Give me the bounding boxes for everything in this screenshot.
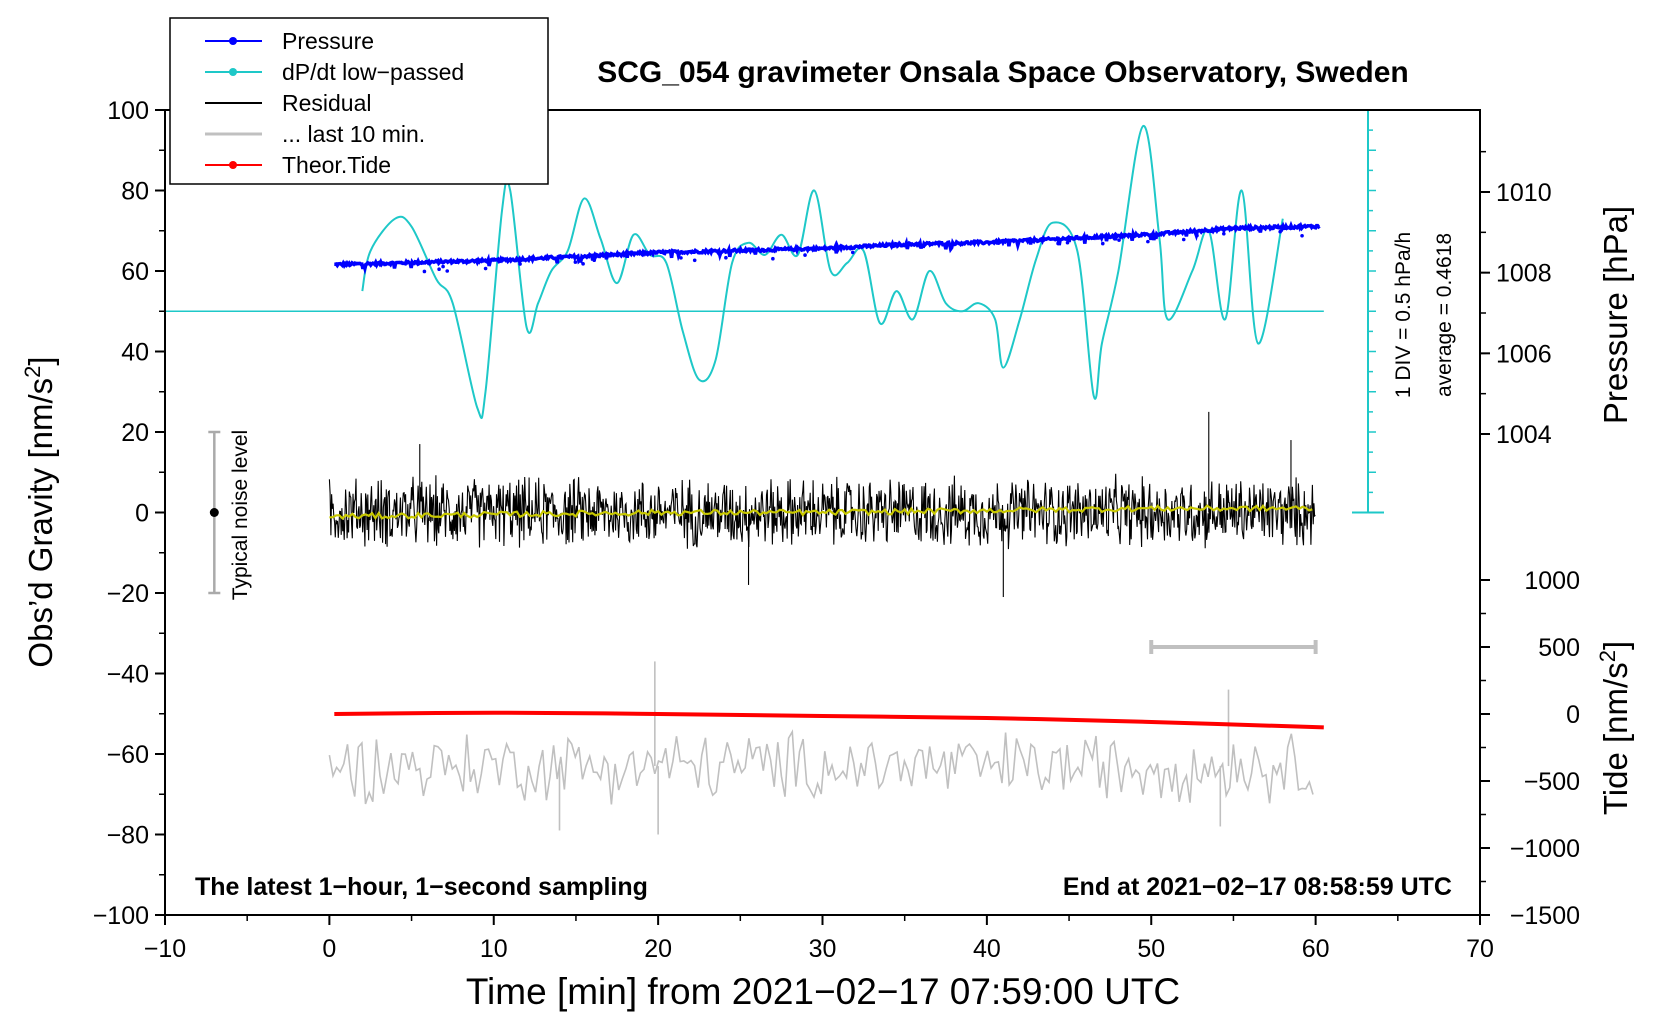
div-scale-label: 1 DIV = 0.5 hPa/h bbox=[1392, 232, 1415, 398]
legend-marker-1 bbox=[229, 68, 237, 76]
pressure-point bbox=[803, 253, 807, 257]
y-tick-label-7: −40 bbox=[107, 661, 149, 689]
y-tick-label-2: 60 bbox=[121, 258, 149, 286]
y-axis-left-label: Obs’d Gravity [nm/s2] bbox=[20, 356, 59, 667]
noise-center-dot bbox=[209, 508, 219, 517]
x-tick-label-7: 60 bbox=[1302, 935, 1330, 963]
y-axis-left-label-main: Obs’d Gravity [nm/s bbox=[22, 378, 59, 668]
pressure-point bbox=[1065, 240, 1070, 245]
tide-tick-label-3: −500 bbox=[1524, 768, 1580, 796]
annotation-end-time: End at 2021−02−17 08:58:59 UTC bbox=[1063, 873, 1452, 901]
legend-marker-0 bbox=[229, 37, 237, 45]
y-axis-tide-label-sup: 2 bbox=[1595, 650, 1620, 662]
pressure-point bbox=[1222, 231, 1226, 236]
pressure-point bbox=[850, 250, 855, 255]
tide-tick-label-0: 1000 bbox=[1524, 567, 1580, 595]
pressure-point bbox=[422, 269, 427, 274]
pressure-point bbox=[437, 267, 441, 272]
x-tick-label-0: −10 bbox=[144, 935, 186, 963]
x-tick-label-6: 50 bbox=[1137, 935, 1165, 963]
pressure-tick-label-1: 1008 bbox=[1496, 260, 1552, 288]
series-pressure bbox=[334, 220, 1321, 275]
x-axis-label: Time [min] from 2021−02−17 07:59:00 UTC bbox=[466, 971, 1180, 1012]
x-tick-label-5: 40 bbox=[973, 935, 1001, 963]
pressure-point bbox=[679, 256, 683, 260]
pressure-point bbox=[1195, 233, 1199, 238]
pressure-point bbox=[1117, 238, 1121, 242]
legend: Pressure dP/dt low−passed Residual ... last… bbox=[169, 17, 549, 185]
tide-tick-label-5: −1500 bbox=[1510, 902, 1580, 930]
pressure-point bbox=[724, 255, 728, 260]
pressure-point bbox=[692, 258, 697, 263]
pressure-point bbox=[445, 269, 450, 273]
y-tick-label-5: 0 bbox=[135, 500, 149, 528]
tide-tick-label-2: 0 bbox=[1566, 701, 1580, 729]
chart-title: SCG_054 gravimeter Onsala Space Observat… bbox=[597, 56, 1409, 89]
y-axis-tide: 1000 500 0 −500 −1000 −1500 bbox=[1480, 567, 1580, 930]
pressure-point bbox=[581, 262, 585, 266]
pressure-point bbox=[518, 262, 522, 266]
pressure-point bbox=[1056, 241, 1060, 246]
pressure-tick-label-3: 1004 bbox=[1496, 421, 1552, 449]
y-axis-tide-label-end: ] bbox=[1597, 641, 1634, 650]
annotation-latest-hour: The latest 1−hour, 1−second sampling bbox=[195, 873, 648, 901]
series-residual-smoothed bbox=[329, 504, 1313, 520]
y-axis-tide-label-main: Tide [nm/s bbox=[1597, 662, 1634, 815]
x-tick-label-8: 70 bbox=[1466, 935, 1494, 963]
y-axis-tide-label: Tide [nm/s2] bbox=[1595, 641, 1634, 815]
tide-tick-label-1: 500 bbox=[1538, 634, 1580, 662]
y-axis-left-label-sup: 2 bbox=[20, 366, 45, 378]
legend-box bbox=[169, 17, 549, 185]
legend-label-3: ... last 10 min. bbox=[282, 121, 425, 147]
legend-marker-4 bbox=[229, 161, 237, 169]
pressure-point bbox=[1278, 229, 1282, 234]
y-axis-pressure-label: Pressure [hPa] bbox=[1597, 206, 1634, 424]
pressure-tick-label-0: 1010 bbox=[1496, 179, 1552, 207]
y-tick-label-3: 40 bbox=[121, 339, 149, 367]
legend-label-2: Residual bbox=[282, 90, 372, 116]
noise-level-label: Typical noise level bbox=[229, 430, 252, 600]
pressure-point bbox=[592, 258, 597, 263]
pressure-point bbox=[441, 264, 445, 269]
pressure-tick-label-2: 1006 bbox=[1496, 340, 1552, 368]
pressure-point bbox=[1100, 241, 1105, 246]
average-label: average = 0.4618 bbox=[1433, 233, 1456, 397]
y-tick-label-0: 100 bbox=[107, 97, 149, 125]
plot-area bbox=[165, 109, 1384, 835]
pressure-point bbox=[1300, 233, 1304, 238]
y-tick-label-10: −100 bbox=[93, 902, 149, 930]
legend-label-0: Pressure bbox=[282, 28, 374, 54]
series-dpdt bbox=[361, 125, 1284, 419]
y-tick-label-8: −60 bbox=[107, 741, 149, 769]
pressure-point bbox=[1181, 237, 1186, 242]
legend-label-4: Theor.Tide bbox=[282, 152, 391, 178]
x-tick-label-3: 20 bbox=[644, 935, 672, 963]
y-axis-pressure: 1010 1008 1006 1004 bbox=[1480, 150, 1552, 449]
x-axis: −10 0 10 20 30 40 50 60 70 bbox=[144, 915, 1494, 963]
legend-label-1: dP/dt low−passed bbox=[282, 59, 464, 85]
series-residual bbox=[328, 473, 1316, 550]
y-tick-label-4: 20 bbox=[121, 419, 149, 447]
x-tick-label-4: 30 bbox=[809, 935, 837, 963]
series-theoretical-tide bbox=[334, 710, 1324, 730]
x-tick-label-1: 0 bbox=[322, 935, 336, 963]
x-tick-label-2: 10 bbox=[480, 935, 508, 963]
y-tick-label-1: 80 bbox=[121, 178, 149, 206]
y-axis-left-label-end: ] bbox=[22, 356, 59, 365]
pressure-point bbox=[771, 256, 775, 261]
y-tick-label-9: −80 bbox=[107, 822, 149, 850]
y-axis-left: 100 80 60 40 20 0 −20 −40 −60 −80 −100 bbox=[93, 97, 165, 930]
pressure-point bbox=[483, 266, 488, 271]
pressure-point bbox=[573, 260, 578, 264]
tide-tick-label-4: −1000 bbox=[1510, 835, 1580, 863]
series-last10 bbox=[328, 729, 1314, 805]
y-tick-label-6: −20 bbox=[107, 580, 149, 608]
pressure-point bbox=[1146, 239, 1150, 244]
